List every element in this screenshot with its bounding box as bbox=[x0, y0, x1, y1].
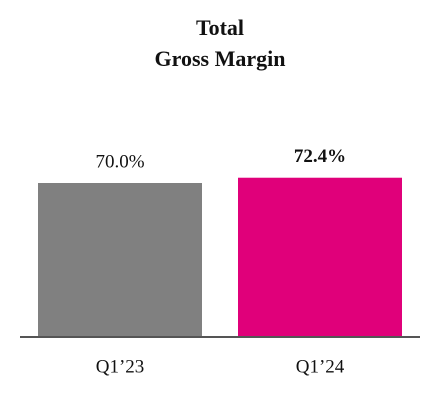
chart-title: Total bbox=[196, 15, 244, 40]
value-label: 72.4% bbox=[294, 146, 346, 167]
x-tick-label: Q1’23 bbox=[96, 356, 145, 377]
chart-title: Gross Margin bbox=[155, 46, 286, 71]
bar bbox=[38, 183, 202, 337]
bar bbox=[238, 177, 402, 337]
x-tick-label: Q1’24 bbox=[296, 356, 345, 377]
value-label: 70.0% bbox=[95, 151, 144, 172]
